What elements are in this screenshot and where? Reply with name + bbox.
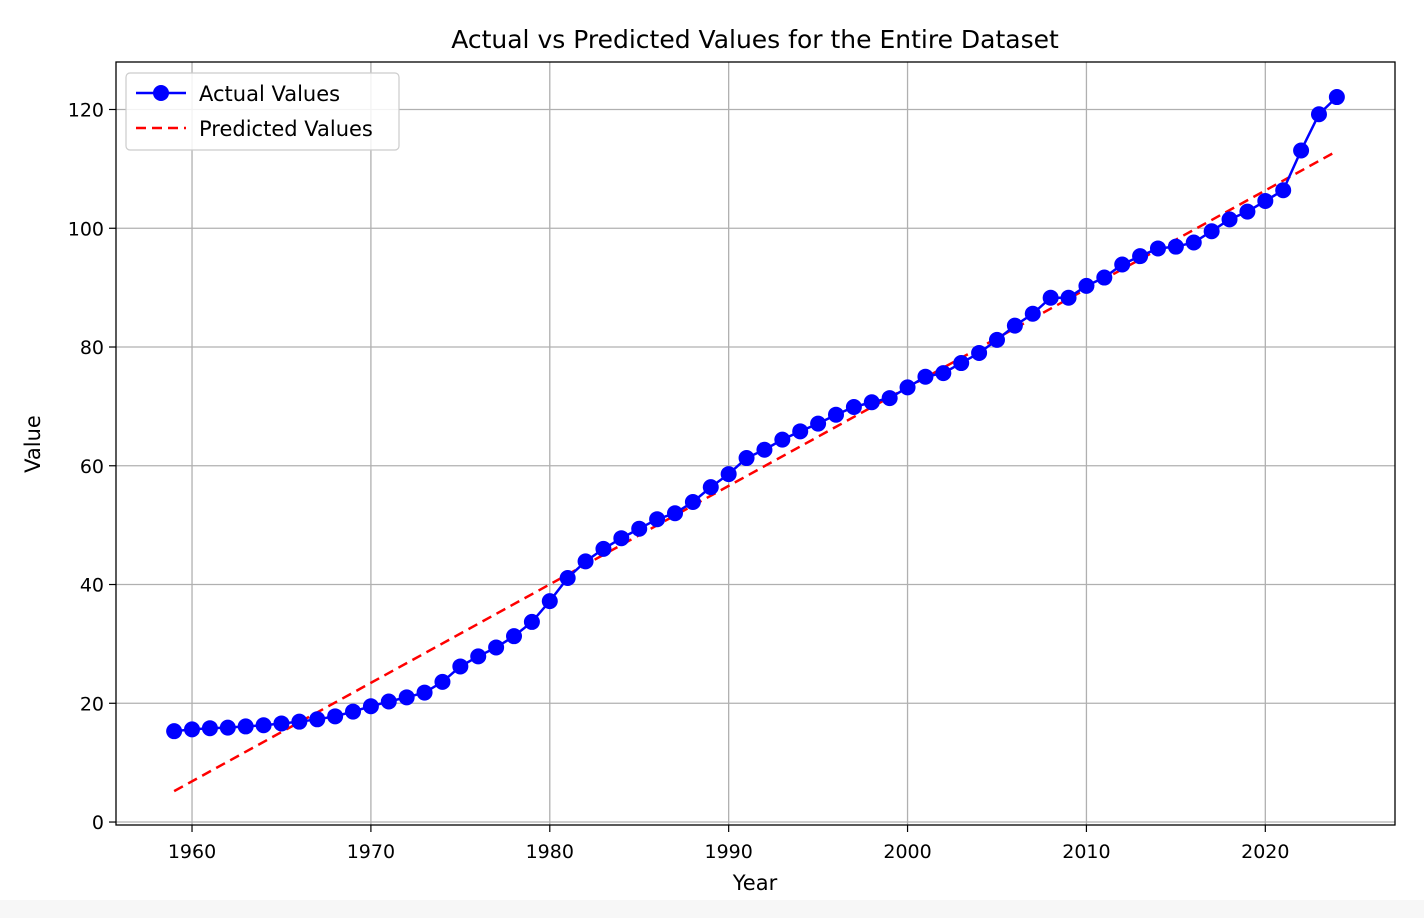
legend-box [125,72,400,151]
actual-value-point [1221,211,1238,228]
actual-value-point [1006,317,1023,334]
actual-value-point [166,723,183,740]
actual-value-point [649,511,666,528]
legend-actual-label: Actual Values [199,82,340,106]
actual-value-point [488,639,505,656]
actual-value-point [917,368,934,385]
actual-value-point [345,703,362,720]
actual-value-point [1042,289,1059,306]
actual-value-point [184,721,201,738]
actual-value-point [309,711,326,728]
actual-value-point [506,628,523,645]
actual-value-point [398,689,415,706]
actual-value-point [1024,305,1041,322]
actual-value-point [756,441,773,458]
legend-predicted-label: Predicted Values [199,117,373,141]
y-axis-label: Value [21,415,45,473]
actual-value-point [845,398,862,415]
actual-value-point [1167,238,1184,255]
actual-value-point [219,719,236,736]
actual-value-point [1328,89,1345,106]
x-tick-label: 1980 [526,841,574,863]
actual-value-point [380,693,397,710]
actual-value-point [953,355,970,372]
actual-value-point [988,331,1005,348]
actual-value-point [1239,203,1256,220]
actual-value-point [684,493,701,510]
actual-values-markers [166,89,1345,740]
actual-value-point [559,569,576,586]
x-axis-ticks: 1960 1970 1980 1990 2000 2010 2020 [168,825,1289,863]
chart-title: Actual vs Predicted Values for the Entir… [451,25,1059,54]
actual-value-point [327,708,344,725]
actual-value-point [613,530,630,547]
actual-value-point [1275,182,1292,199]
actual-value-point [720,466,737,483]
actual-value-point [1096,269,1113,286]
actual-value-point [416,684,433,701]
actual-value-point [971,344,988,361]
actual-value-point [1310,106,1327,123]
actual-value-point [577,553,594,570]
y-tick-label: 120 [68,100,104,122]
actual-value-point [774,431,791,448]
actual-value-point [935,365,952,382]
y-axis-ticks: 0 20 40 60 80 100 120 [68,100,116,834]
actual-value-point [434,673,451,690]
actual-value-point [1078,277,1095,294]
x-axis-label: Year [732,871,778,895]
x-tick-label: 1960 [168,841,216,863]
gridlines [116,62,1395,825]
actual-value-point [362,698,379,715]
x-tick-label: 1970 [347,841,395,863]
actual-value-point [1257,192,1274,209]
actual-value-point [631,520,648,537]
actual-value-point [1132,248,1149,265]
legend-actual-marker-sample [153,85,169,101]
actual-value-point [541,593,558,610]
actual-value-point [273,715,290,732]
y-tick-label: 60 [80,456,104,478]
actual-value-point [738,450,755,467]
actual-value-point [1114,256,1131,273]
x-tick-label: 2010 [1062,841,1110,863]
actual-value-point [201,720,218,737]
actual-value-point [827,406,844,423]
y-tick-label: 80 [80,337,104,359]
actual-value-point [1185,234,1202,251]
actual-value-point [470,648,487,665]
actual-value-point [899,379,916,396]
actual-value-point [1203,223,1220,240]
y-tick-label: 100 [68,218,104,240]
actual-value-point [863,394,880,411]
actual-value-point [237,718,254,735]
actual-value-point [523,613,540,630]
x-tick-label: 2000 [883,841,931,863]
actual-value-point [881,390,898,407]
actual-value-point [810,415,827,432]
y-tick-label: 40 [80,575,104,597]
y-tick-label: 20 [80,693,104,715]
actual-value-point [595,540,612,557]
actual-value-point [1293,142,1310,159]
bottom-strip [0,900,1424,918]
actual-value-point [291,713,308,730]
actual-value-point [452,658,469,675]
x-tick-label: 2020 [1241,841,1289,863]
y-tick-label: 0 [92,812,104,834]
actual-value-point [1149,240,1166,257]
x-tick-label: 1990 [704,841,752,863]
actual-value-point [255,717,272,734]
plot-frame [115,61,1396,826]
actual-value-point [702,479,719,496]
legend: Actual Values Predicted Values [125,72,400,151]
actual-value-point [667,505,684,522]
actual-value-point [792,423,809,440]
actual-value-point [1060,289,1077,306]
